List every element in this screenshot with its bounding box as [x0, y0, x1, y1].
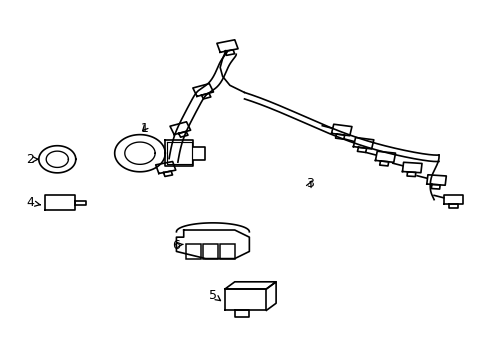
Bar [220, 244, 234, 258]
Text: 3: 3 [305, 177, 313, 190]
Text: 4: 4 [26, 196, 40, 210]
Bar [203, 244, 217, 258]
Text: 5: 5 [208, 288, 220, 302]
Text: 1: 1 [141, 122, 148, 135]
Text: 2: 2 [26, 153, 38, 166]
Bar [186, 244, 201, 258]
Text: 6: 6 [172, 239, 183, 252]
